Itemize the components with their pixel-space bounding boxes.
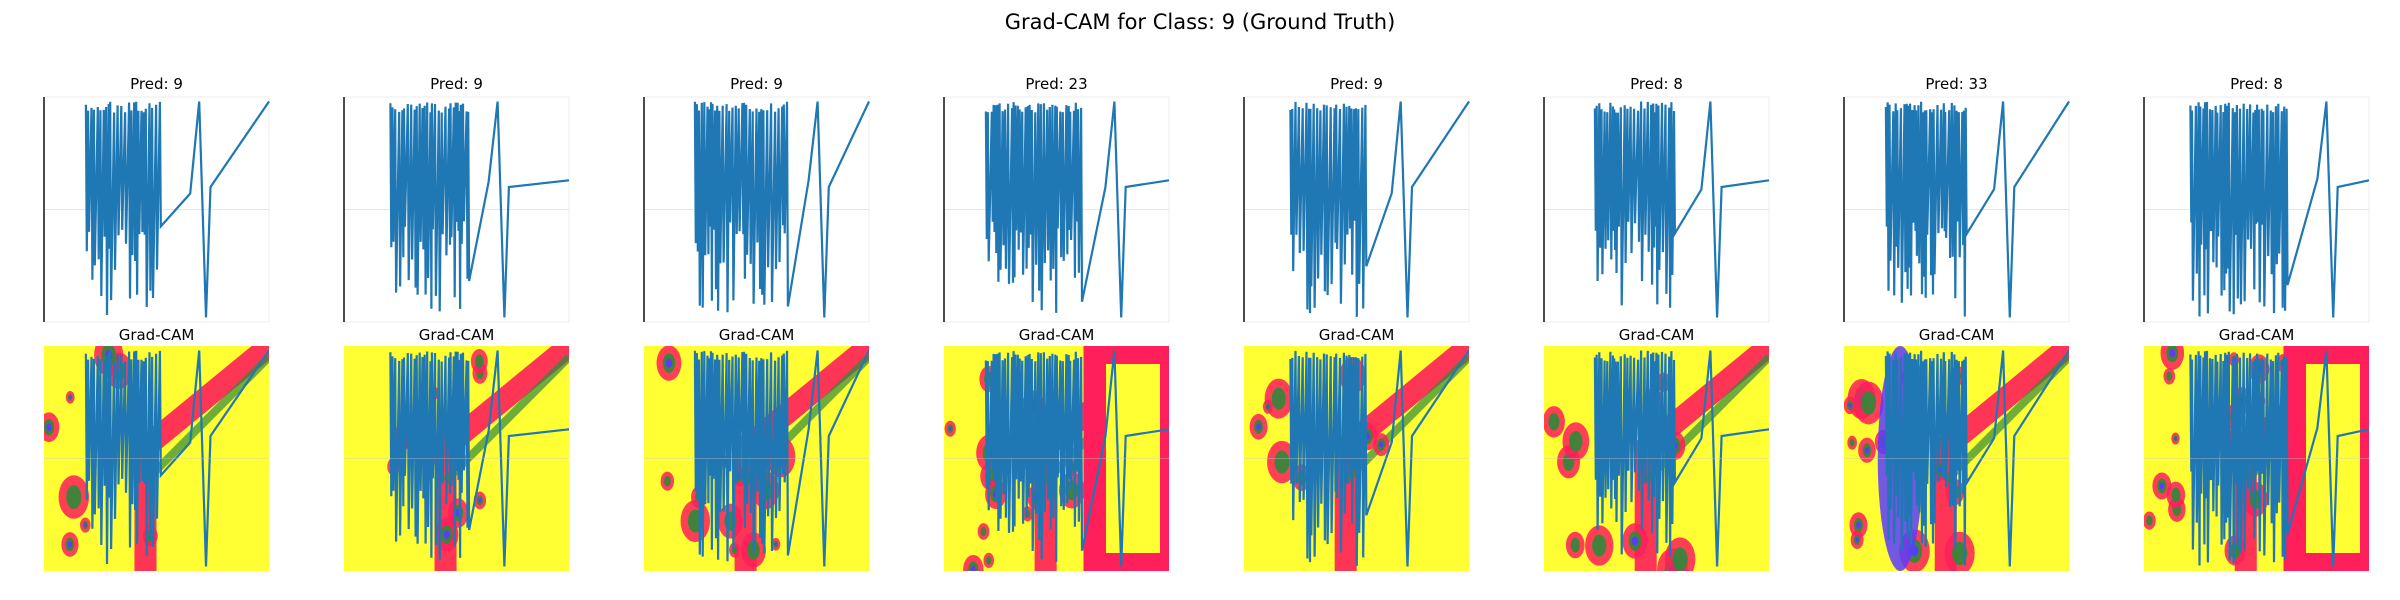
heatmap-title: Grad-CAM <box>419 326 495 344</box>
heatmap-peak <box>1856 521 1861 529</box>
heatmap-blob-core <box>1672 547 1688 571</box>
signal-line <box>1884 100 2070 318</box>
panels-grid: Pred: 9 Grad-CAM Pred: 9 Grad-CAM Pred: 9 Gra… <box>43 75 2370 571</box>
prediction-title: Pred: 8 <box>2230 75 2283 93</box>
heatmap-blob-core <box>1274 450 1290 474</box>
signal-axes <box>2143 96 2370 323</box>
signal-line <box>693 101 870 318</box>
signal-line <box>1289 100 1470 318</box>
prediction-title: Pred: 9 <box>730 75 783 93</box>
panel-3: Pred: 9 Grad-CAM <box>643 75 870 571</box>
heatmap-peak <box>1266 404 1270 409</box>
signal-line <box>389 350 569 567</box>
heatmap-peak <box>443 530 450 539</box>
heatmap-blob-core <box>980 526 987 537</box>
heatmap-peak <box>69 395 72 399</box>
heatmap-peak <box>1864 447 1870 454</box>
heatmap-title: Grad-CAM <box>719 326 795 344</box>
heatmap-peak <box>665 358 673 368</box>
heatmap-blob-core <box>1548 413 1560 431</box>
prediction-title: Pred: 9 <box>430 75 483 93</box>
panel-8: Pred: 8 Grad-CAM <box>2143 75 2370 571</box>
heatmap-peak <box>1256 423 1261 430</box>
signal-line <box>693 350 869 567</box>
heatmap-blob-core <box>1849 438 1855 447</box>
gradcam-heatmap <box>1244 346 1469 571</box>
heatmap-peak <box>1848 403 1852 408</box>
heatmap-blob-core <box>1569 430 1583 452</box>
heatmap-blob-core <box>986 556 992 565</box>
heatmap-peak <box>1631 536 1639 546</box>
signal-axes <box>1543 96 1770 323</box>
heatmap-peak <box>67 541 73 548</box>
heatmap-peak <box>2169 348 2176 358</box>
signal-line <box>389 101 570 318</box>
prediction-title: Pred: 9 <box>1330 75 1383 93</box>
gradcam-heatmap <box>944 346 1169 571</box>
heatmap-blob-core <box>66 485 82 509</box>
panel-6: Pred: 8 Grad-CAM <box>1543 75 1770 571</box>
prediction-title: Pred: 8 <box>1630 75 1683 93</box>
signal-line <box>1593 350 1769 567</box>
prediction-title: Pred: 33 <box>1925 75 1987 93</box>
signal-axes <box>43 96 270 323</box>
heatmap-blob-core <box>1592 534 1607 557</box>
panel-2: Pred: 9 Grad-CAM <box>343 75 570 571</box>
heatmap-peak <box>2174 437 2177 441</box>
heatmap-peak <box>1379 441 1384 448</box>
gradcam-heatmap <box>1544 346 1769 571</box>
signal-axes <box>1243 96 1470 323</box>
prediction-title: Pred: 23 <box>1025 75 1087 93</box>
signal-line <box>1884 349 2069 567</box>
heatmap-blob-core <box>2166 371 2173 381</box>
heatmap-blob-core <box>1861 391 1877 415</box>
heatmap-blob-core <box>1271 387 1286 410</box>
gradcam-heatmap <box>644 346 869 571</box>
panel-4: Pred: 23 Grad-CAM <box>943 75 1170 571</box>
heatmap-blob-core <box>2146 515 2153 526</box>
heatmap-peak <box>46 423 52 431</box>
signal-line <box>2189 350 2369 567</box>
heatmap-peak <box>970 565 976 571</box>
signal-axes <box>643 96 870 323</box>
heatmap-blob-core <box>2171 487 2181 503</box>
heatmap-title: Grad-CAM <box>1619 326 1695 344</box>
heatmap-title: Grad-CAM <box>1919 326 1995 344</box>
heatmap-peak <box>2159 482 2165 490</box>
gradcam-heatmap <box>344 346 569 571</box>
panel-1: Pred: 9 Grad-CAM <box>43 75 270 571</box>
heatmap-peak <box>774 542 778 546</box>
heatmap-title: Grad-CAM <box>2219 326 2295 344</box>
figure-title: Grad-CAM for Class: 9 (Ground Truth) <box>1005 10 1396 34</box>
signal-line <box>84 100 270 318</box>
heatmap-blob-core <box>475 354 484 368</box>
signal-axes <box>343 96 570 323</box>
heatmap-title: Grad-CAM <box>1019 326 1095 344</box>
gradcam-heatmap <box>2144 346 2369 571</box>
heatmap-peak <box>83 523 87 527</box>
signal-axes <box>1843 96 2070 323</box>
heatmap-peak <box>1855 537 1859 543</box>
prediction-title: Pred: 9 <box>130 75 183 93</box>
gradcam-heatmap <box>1844 346 2069 571</box>
heatmap-blob-core <box>1570 537 1580 553</box>
signal-axes <box>943 96 1170 323</box>
signal-line <box>1289 349 1469 567</box>
heatmap-blob-core <box>1952 541 1968 566</box>
heatmap-peak <box>948 426 952 431</box>
panel-7: Pred: 33 Grad-CAM <box>1843 75 2070 571</box>
signal-line <box>2189 101 2370 318</box>
heatmap-peak <box>478 498 482 503</box>
heatmap-title: Grad-CAM <box>1319 326 1395 344</box>
signal-line <box>984 350 1169 567</box>
heatmap-title: Grad-CAM <box>119 326 195 344</box>
signal-line <box>1593 101 1770 318</box>
heatmap-band-core <box>142 354 269 484</box>
heatmap-blob-core <box>663 475 671 487</box>
gradcam-heatmap <box>44 346 269 571</box>
signal-line <box>984 101 1170 318</box>
panel-5: Pred: 9 Grad-CAM <box>1243 75 1470 571</box>
